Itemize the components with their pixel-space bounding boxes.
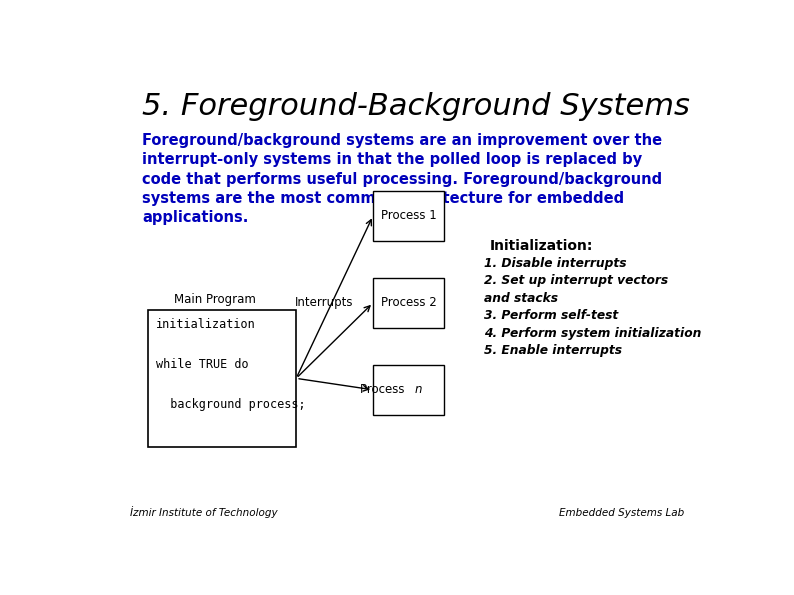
Text: Main Program: Main Program [174,293,256,306]
Text: n: n [414,383,422,396]
Bar [148,309,296,447]
Text: initialization

while TRUE do

  background process;: initialization while TRUE do background … [156,318,306,411]
Text: Interrupts: Interrupts [295,296,353,309]
Text: Process 2: Process 2 [380,296,437,309]
Bar [373,277,444,328]
Text: 1. Disable interrupts
2. Set up interrupt vectors
and stacks
3. Perform self-tes: 1. Disable interrupts 2. Set up interrup… [484,257,701,358]
Text: Process: Process [360,383,408,396]
Bar [373,365,444,415]
Text: Process 1: Process 1 [380,209,437,222]
Text: Initialization:: Initialization: [490,239,593,253]
Text: İzmir Institute of Technology: İzmir Institute of Technology [130,506,278,518]
Bar [373,190,444,241]
Text: Embedded Systems Lab: Embedded Systems Lab [559,508,684,518]
Text: Foreground/background systems are an improvement over the
interrupt-only systems: Foreground/background systems are an imp… [142,133,662,225]
Text: 5. Foreground-Background Systems: 5. Foreground-Background Systems [142,92,690,121]
